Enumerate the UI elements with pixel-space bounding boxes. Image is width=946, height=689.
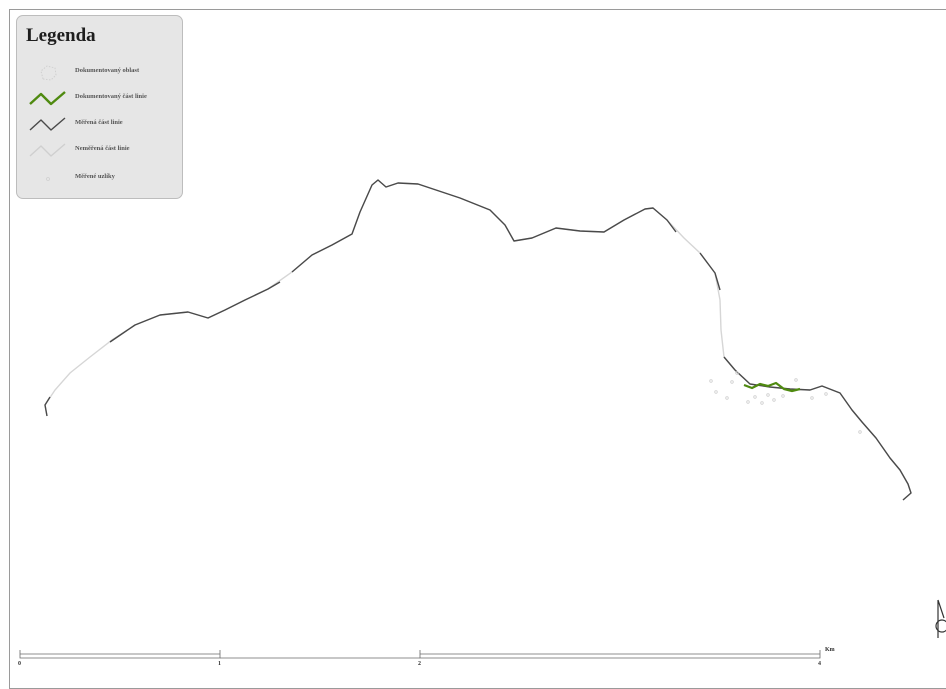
legend-item-documented-line: Dokumentovaný část linie xyxy=(17,87,184,111)
scale-label-1: 1 xyxy=(218,661,221,667)
legend-item-measured-nodes: Měřené uzlíky xyxy=(17,167,184,191)
measured-segment xyxy=(723,356,912,501)
map-canvas[interactable] xyxy=(0,0,946,668)
scale-bar xyxy=(19,650,821,659)
measured-nodes xyxy=(709,371,862,434)
green-line-icon xyxy=(29,91,66,106)
node-point xyxy=(714,390,718,394)
legend-label: Měřené uzlíky xyxy=(75,173,115,180)
node-point xyxy=(858,430,862,434)
measured-segment xyxy=(109,281,281,343)
node-point xyxy=(760,401,764,405)
measured-line-group xyxy=(44,179,912,501)
node-point xyxy=(730,380,734,384)
scale-unit: Km xyxy=(825,647,835,653)
unmeasured-line xyxy=(44,179,912,501)
legend-label: Dokumentovaný oblast xyxy=(75,67,140,74)
measured-segment xyxy=(291,179,677,273)
measured-segment xyxy=(44,396,51,417)
light-line-icon xyxy=(29,143,66,157)
node-point xyxy=(746,400,750,404)
node-point xyxy=(725,396,729,400)
point-icon xyxy=(46,177,50,181)
scale-label-4: 4 xyxy=(818,661,821,667)
node-point xyxy=(772,398,776,402)
node-point xyxy=(709,379,713,383)
documented-line xyxy=(743,381,801,393)
legend-label: Měřená část linie xyxy=(75,119,123,126)
node-point xyxy=(781,394,785,398)
dark-line-icon xyxy=(29,117,66,131)
node-point xyxy=(766,393,770,397)
legend-label: Dokumentovaný část linie xyxy=(75,93,147,100)
node-point xyxy=(735,371,739,375)
legend-item-documented-area: Dokumentovaný oblast xyxy=(17,61,184,85)
scale-label-0: 0 xyxy=(18,661,21,667)
legend-label: Neměřená část linie xyxy=(75,145,130,152)
node-point xyxy=(753,395,757,399)
scale-label-2: 2 xyxy=(418,661,421,667)
node-point xyxy=(794,378,798,382)
north-arrow-icon xyxy=(935,599,946,638)
node-point xyxy=(824,392,828,396)
dotted-area-icon xyxy=(40,65,57,81)
measured-segment xyxy=(699,252,721,291)
legend-panel: Legenda Dokumentovaný oblast Dokumentova… xyxy=(16,15,183,199)
legend-item-unmeasured-line: Neměřená část linie xyxy=(17,139,184,163)
node-point xyxy=(810,396,814,400)
legend-item-measured-line: Měřená část linie xyxy=(17,113,184,137)
legend-title: Legenda xyxy=(26,25,96,46)
